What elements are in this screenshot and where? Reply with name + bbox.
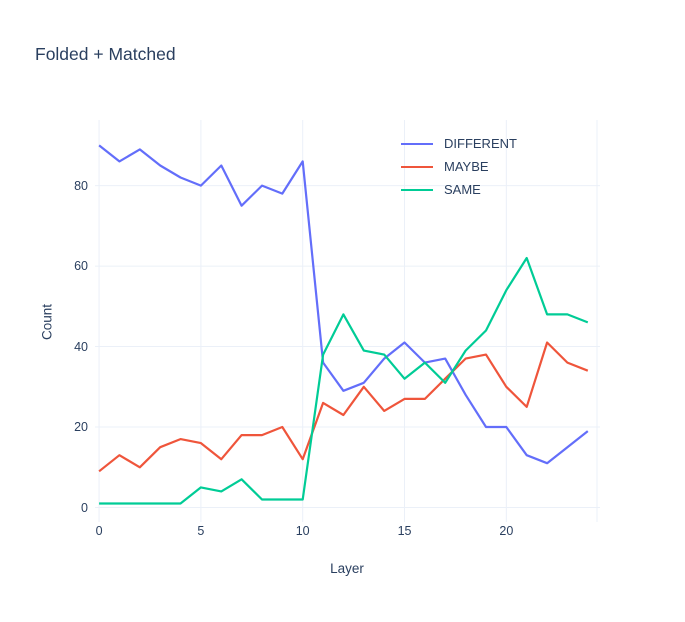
x-tick-label-5: 5 [197, 524, 205, 538]
legend-swatch-same [401, 188, 433, 191]
series-line-maybe[interactable] [98, 341, 589, 473]
x-axis-title: Layer [330, 561, 364, 576]
y-axis-title: Count [39, 303, 55, 341]
y-tick-label-60: 60 [74, 259, 88, 274]
legend-item-different[interactable]: DIFFERENT [401, 132, 517, 155]
legend-swatch-different [401, 142, 433, 145]
y-tick-label-40: 40 [74, 339, 88, 354]
series-line-different[interactable] [98, 144, 589, 465]
y-tick-label-80: 80 [74, 178, 88, 193]
legend-swatch-maybe [401, 165, 433, 168]
plot-area[interactable] [95, 120, 600, 522]
x-tick-label-0: 0 [95, 524, 103, 538]
legend-label-maybe: MAYBE [444, 159, 489, 174]
y-tick-label-0: 0 [81, 500, 88, 515]
y-tick-label-20: 20 [74, 420, 88, 435]
chart-title: Folded + Matched [35, 44, 176, 64]
x-tick-label-10: 10 [295, 524, 310, 538]
legend-item-same[interactable]: SAME [401, 178, 517, 201]
series-line-same[interactable] [99, 256, 589, 505]
legend-label-different: DIFFERENT [444, 136, 517, 151]
x-tick-label-20: 20 [499, 524, 514, 538]
legend-item-maybe[interactable]: MAYBE [401, 155, 517, 178]
x-tick-label-15: 15 [397, 524, 412, 538]
legend-label-same: SAME [444, 182, 481, 197]
legend: DIFFERENT MAYBE SAME [401, 132, 517, 201]
